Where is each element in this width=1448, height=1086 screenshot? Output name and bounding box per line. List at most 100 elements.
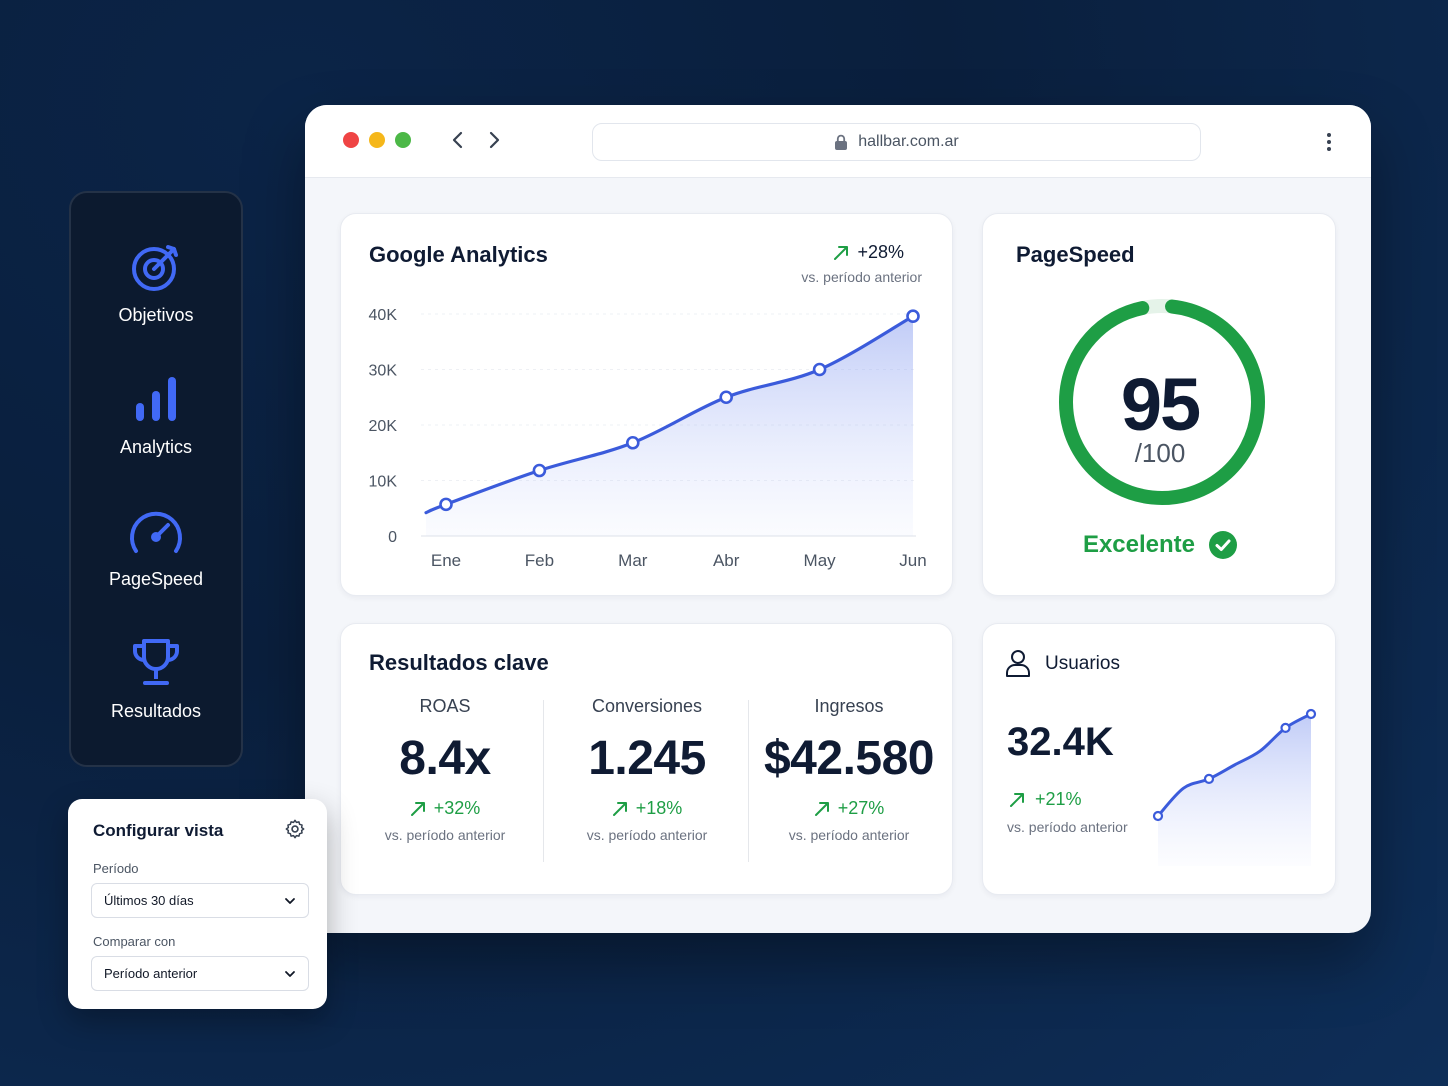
lock-icon xyxy=(834,134,848,150)
close-window-button[interactable] xyxy=(343,132,359,148)
chevron-right-icon xyxy=(489,131,500,149)
pagespeed-status-label: Excelente xyxy=(1082,531,1196,558)
analytics-chart: 0 10K 20K 30K 40K Ene Feb Mar Abr May Jun xyxy=(369,307,927,570)
gear-icon[interactable] xyxy=(284,818,306,840)
metric-delta: +27% xyxy=(749,798,949,819)
nav-item-label: Analytics xyxy=(119,437,193,457)
users-value: 32.4K xyxy=(1007,720,1114,764)
x-axis-tick-label: Mar xyxy=(618,551,648,570)
metric-delta-value: +18% xyxy=(635,798,683,818)
metric-delta: +18% xyxy=(547,798,747,819)
speedometer-icon xyxy=(130,511,182,553)
chevron-down-icon xyxy=(285,971,295,977)
browser-window: hallbar.com.ar 0 10K 20K 30K 40K Ene Feb Mar Ab… xyxy=(305,105,1371,933)
metric-label: ROAS xyxy=(419,696,471,716)
nav-item-objetivos[interactable]: Objetivos xyxy=(71,241,241,326)
analytics-delta: +28% xyxy=(833,242,904,263)
nav-item-resultados[interactable]: Resultados xyxy=(71,637,241,722)
side-navigation: Objetivos Analytics PageSpeed Resultados xyxy=(69,191,243,767)
trend-up-icon xyxy=(612,801,627,816)
x-axis-tick-label: May xyxy=(804,551,837,570)
metric-delta-value: +32% xyxy=(433,798,481,818)
sparkline-data-point xyxy=(1152,810,1164,822)
target-icon xyxy=(132,245,178,291)
pagespeed-status: Excelente xyxy=(983,531,1337,559)
metric-caption: vs. período anterior xyxy=(384,827,506,843)
key-results-card: Resultados clave ROAS 8.4x +32% vs. perí… xyxy=(340,623,953,895)
trend-up-icon xyxy=(814,801,829,816)
chart-data-point xyxy=(906,309,920,324)
pagespeed-max: /100 xyxy=(1134,438,1186,468)
user-icon xyxy=(1005,649,1031,677)
chart-data-point xyxy=(719,390,734,405)
users-delta: +21% xyxy=(1009,789,1082,810)
y-axis-tick-label: 0 xyxy=(388,529,397,546)
period-select[interactable]: Últimos 30 días xyxy=(91,883,309,918)
metric-caption: vs. período anterior xyxy=(788,827,910,843)
metric-roas: ROAS 8.4x +32% vs. período anterior xyxy=(345,696,545,843)
metric-value: $42.580 xyxy=(763,732,935,785)
trend-up-icon xyxy=(833,245,849,261)
gauge-progress-arc xyxy=(1059,299,1265,505)
compare-select[interactable]: Período anterior xyxy=(91,956,309,991)
users-sparkline xyxy=(1152,708,1317,866)
sparkline-data-point xyxy=(1305,708,1317,720)
maximize-window-button[interactable] xyxy=(395,132,411,148)
nav-item-label: Resultados xyxy=(110,701,202,721)
metric-conversions: Conversiones 1.245 +18% vs. período ante… xyxy=(547,696,747,843)
metric-value: 1.245 xyxy=(588,732,706,785)
trend-up-icon xyxy=(410,801,425,816)
users-delta-value: +21% xyxy=(1035,789,1082,809)
key-results-title: Resultados clave xyxy=(369,650,549,675)
nav-item-label: Objetivos xyxy=(118,305,194,325)
period-select-value: Últimos 30 días xyxy=(104,893,194,908)
config-title: Configurar vista xyxy=(93,821,224,840)
sparkline-data-point xyxy=(1203,773,1215,785)
address-bar[interactable]: hallbar.com.ar xyxy=(592,123,1201,161)
chevron-down-icon xyxy=(285,898,295,904)
metric-delta: +32% xyxy=(345,798,545,819)
analytics-card: 0 10K 20K 30K 40K Ene Feb Mar Abr May Jun Google … xyxy=(340,213,953,596)
y-axis-tick-label: 10K xyxy=(369,474,398,491)
y-axis-tick-label: 30K xyxy=(369,363,398,380)
nav-item-analytics[interactable]: Analytics xyxy=(71,373,241,458)
chart-data-point xyxy=(532,463,547,478)
back-button[interactable] xyxy=(446,127,470,153)
pagespeed-title: PageSpeed xyxy=(1016,242,1135,267)
compare-select-value: Período anterior xyxy=(104,966,198,981)
y-axis-tick-label: 20K xyxy=(369,418,398,435)
pagespeed-card: PageSpeed 95 /100 Excelente xyxy=(982,213,1336,596)
nav-item-pagespeed[interactable]: PageSpeed xyxy=(71,505,241,590)
pagespeed-score: 95 xyxy=(1120,363,1201,446)
metric-value: 8.4x xyxy=(399,732,491,785)
x-axis-tick-label: Ene xyxy=(431,551,461,570)
forward-button[interactable] xyxy=(482,127,506,153)
x-axis-tick-label: Abr xyxy=(713,551,740,570)
url-text: hallbar.com.ar xyxy=(858,133,959,150)
users-card: Usuarios 32.4K +21% vs. período anterior xyxy=(982,623,1336,895)
metric-label: Ingresos xyxy=(814,696,884,716)
metric-label: Conversiones xyxy=(591,696,703,716)
chart-data-point xyxy=(439,497,453,512)
metric-divider xyxy=(543,700,544,862)
browser-toolbar: hallbar.com.ar xyxy=(305,105,1371,178)
x-axis-tick-label: Jun xyxy=(899,551,926,570)
sparkline-data-point xyxy=(1280,722,1291,734)
users-delta-caption: vs. período anterior xyxy=(1007,819,1128,835)
analytics-title: Google Analytics xyxy=(369,242,548,267)
more-options-icon[interactable] xyxy=(1325,131,1333,153)
x-axis-tick-label: Feb xyxy=(525,551,554,570)
chart-data-point xyxy=(625,435,640,450)
metric-delta-value: +27% xyxy=(837,798,885,818)
users-title: Usuarios xyxy=(1045,653,1120,674)
metric-revenue: Ingresos $42.580 +27% vs. período anteri… xyxy=(749,696,949,843)
chevron-left-icon xyxy=(452,131,463,149)
minimize-window-button[interactable] xyxy=(369,132,385,148)
metric-divider xyxy=(748,700,749,862)
analytics-delta-value: +28% xyxy=(857,242,904,262)
y-axis-tick-label: 40K xyxy=(369,307,398,324)
analytics-delta-caption: vs. período anterior xyxy=(801,269,922,285)
metric-caption: vs. período anterior xyxy=(586,827,708,843)
pagespeed-gauge xyxy=(1059,299,1265,505)
period-label: Período xyxy=(93,861,139,876)
